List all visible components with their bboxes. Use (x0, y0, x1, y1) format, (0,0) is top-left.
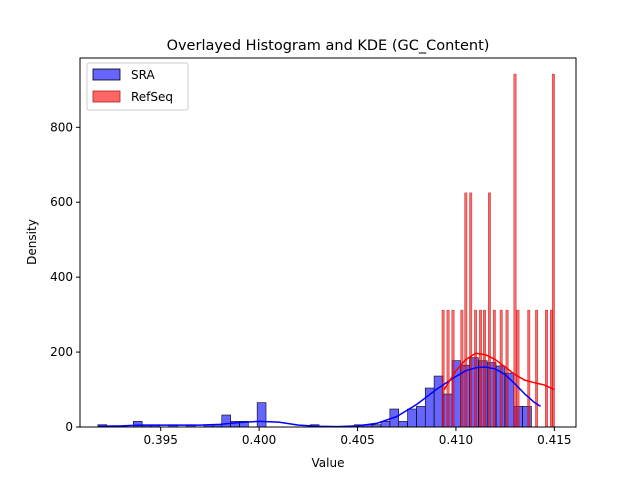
refseq-bar (499, 309, 503, 428)
axes-frame (79, 57, 577, 428)
refseq-bar (469, 192, 473, 428)
y-axis-ticks: 0 200 400 600 800 (50, 120, 80, 434)
x-tick-label: 0.395 (144, 433, 178, 447)
refseq-bar (527, 309, 531, 428)
refseq-bar (545, 309, 548, 428)
y-axis-label: Density (25, 219, 39, 265)
refseq-bar (479, 309, 482, 428)
sra-bar (133, 421, 143, 428)
x-tick-label: 0.405 (340, 433, 374, 447)
sra-bar (407, 408, 417, 428)
chart-title: Overlayed Histogram and KDE (GC_Content) (167, 38, 490, 54)
refseq-bar (460, 309, 464, 428)
refseq-bar (441, 309, 445, 428)
refseq-bar (464, 192, 468, 428)
legend-swatch-sra (92, 68, 121, 81)
y-tick-label: 400 (50, 270, 73, 284)
sra-bar (433, 375, 444, 428)
y-tick-label: 0 (65, 420, 73, 434)
x-axis-label: Value (312, 456, 345, 470)
legend: SRA RefSeq (86, 62, 189, 111)
sra-bar (221, 414, 231, 428)
sra-bar (416, 406, 426, 428)
y-tick-label: 600 (50, 195, 73, 209)
x-axis-ticks: 0.395 0.400 0.405 0.410 0.415 (144, 427, 572, 447)
refseq-bar (487, 192, 491, 428)
refseq-bar (551, 73, 555, 428)
refseq-kde-line (443, 352, 555, 391)
y-tick-label: 200 (50, 345, 73, 359)
y-tick-label: 800 (50, 120, 73, 134)
refseq-bar (535, 309, 539, 428)
x-tick-label: 0.415 (537, 433, 571, 447)
refseq-bar (451, 309, 455, 428)
x-tick-label: 0.400 (242, 433, 276, 447)
legend-label-sra: SRA (131, 68, 155, 82)
x-tick-label: 0.410 (439, 433, 473, 447)
sra-bar (398, 421, 408, 428)
refseq-bar (516, 309, 520, 428)
legend-swatch-refseq (92, 90, 121, 103)
refseq-bar (446, 309, 450, 428)
legend-label-refseq: RefSeq (131, 90, 173, 104)
sra-bar (256, 402, 267, 428)
refseq-bar (483, 309, 486, 428)
sra-kde-line (97, 366, 541, 428)
